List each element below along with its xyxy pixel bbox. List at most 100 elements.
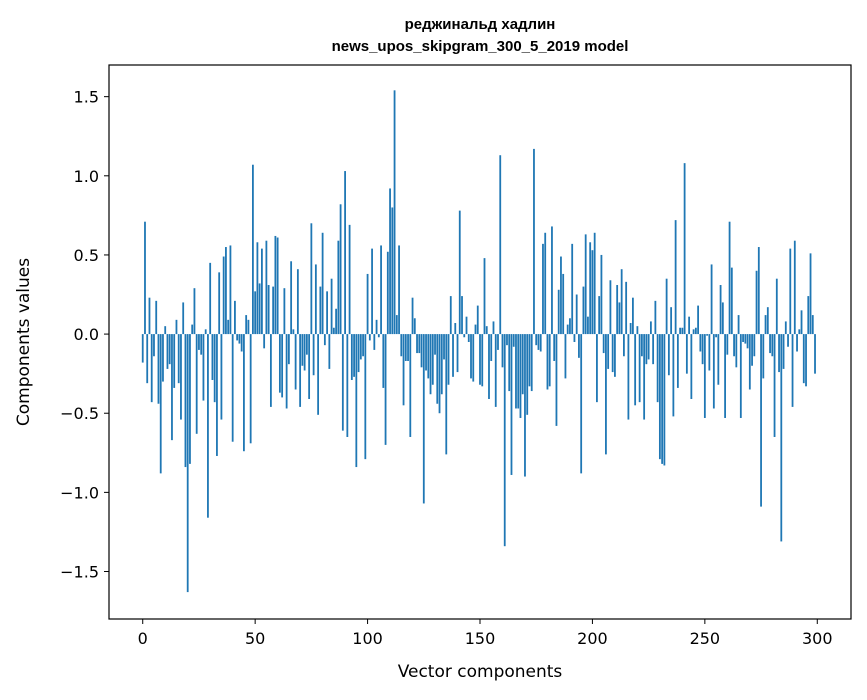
bar [310,223,313,335]
bar [240,334,243,352]
bar [490,334,493,361]
bar [809,253,812,335]
bar [353,334,355,377]
bar [445,334,448,455]
bar [519,334,522,418]
bar [371,248,373,335]
bar [647,334,650,360]
bar [355,334,358,468]
bar [472,334,475,382]
x-tick-label: 250 [690,629,721,648]
bar [643,334,646,420]
bar [658,334,661,460]
bar [373,334,376,350]
bar [712,334,715,409]
bar [625,281,628,335]
bar [578,334,580,358]
bar [485,326,488,335]
bar [216,334,218,456]
bar [252,164,254,335]
bar [476,305,479,335]
bar [162,334,164,382]
x-tick-label: 100 [352,629,383,648]
bar [213,334,216,403]
bar [706,334,708,336]
bar [402,334,405,406]
bar [652,334,655,365]
bar [339,204,342,335]
bar [301,334,304,366]
bar [587,316,589,335]
bar [404,334,407,361]
bar [168,334,171,365]
x-tick-label: 50 [245,629,265,648]
bar [357,334,360,373]
chart-subtitle: news_upos_skipgram_300_5_2019 model [332,38,629,55]
plot-frame [108,64,852,620]
bar [386,251,389,335]
bar [571,243,574,335]
bar [470,334,472,379]
bar [737,315,740,335]
y-tick-label: 1.0 [74,167,99,186]
bar [328,334,331,369]
bar [715,334,717,338]
bar [605,334,607,455]
bar [191,324,194,335]
bar [753,334,756,357]
bar [632,297,634,335]
bar [697,305,699,335]
bar [609,280,612,335]
bar [296,269,299,335]
y-tick-label: −0.5 [60,404,99,423]
x-tick-label: 200 [577,629,608,648]
bar [766,307,769,335]
bar [602,334,605,354]
bar [474,324,477,335]
bar [398,245,400,335]
y-tick-label: 0.0 [74,325,99,344]
bar [733,334,735,357]
bar [627,334,630,420]
bars-group [141,90,816,593]
bar [458,210,461,335]
bar [717,334,720,385]
bar [800,310,803,335]
bar [148,297,151,335]
bar [726,334,729,355]
bar [449,296,452,335]
bar [380,245,382,335]
bar [375,319,378,335]
bar [757,247,760,335]
bar [580,334,583,474]
bar [231,334,234,442]
bar [159,334,162,474]
bar [807,296,810,335]
bar [391,207,394,335]
bar [771,334,774,357]
bar [557,289,560,335]
bar [164,326,167,335]
bar [236,334,239,341]
bar [528,334,531,387]
chart-title: реджинальд хадлин [405,16,556,33]
bar [492,321,495,335]
bar [330,278,333,335]
bar [760,334,762,507]
x-tick-label: 0 [138,629,148,648]
bar [305,334,308,355]
bar [431,334,434,385]
bar [746,334,749,349]
bar [395,315,398,335]
bar [332,327,335,335]
bar [614,334,616,377]
bar [209,262,212,335]
y-axis-label: Components values [14,258,34,426]
bar [281,334,284,398]
bar [515,334,517,409]
bar [773,334,776,437]
bar [362,334,364,357]
bar [182,302,185,335]
bar [620,269,623,335]
